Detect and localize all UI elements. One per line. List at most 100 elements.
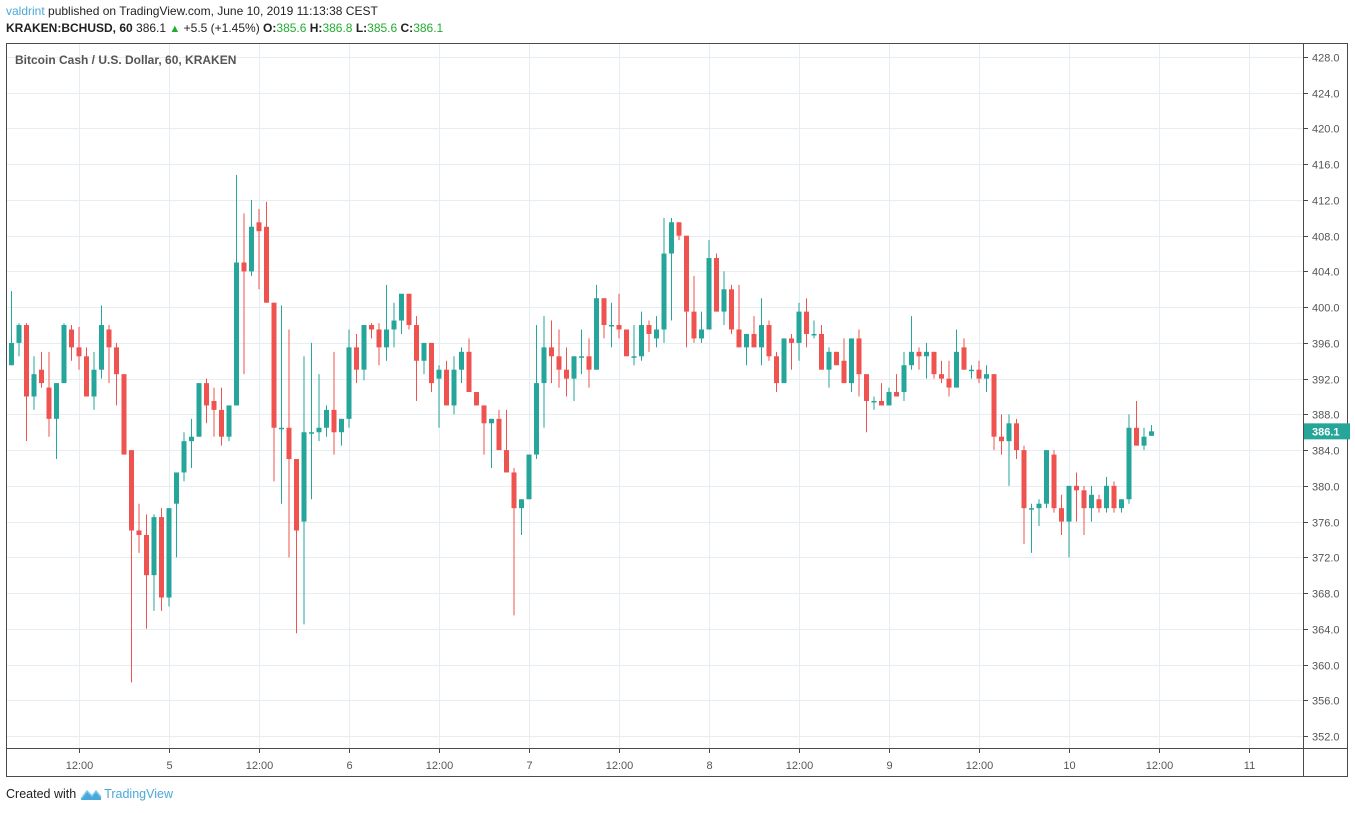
chart-title: Bitcoin Cash / U.S. Dollar, 60, KRAKEN [15,53,236,67]
candle [789,338,794,343]
price-tick-label: 400.0 [1312,303,1340,315]
candle [189,436,194,442]
candle [1044,450,1049,504]
time-tick-label: 12:00 [246,760,274,772]
candle [751,333,757,348]
candle [1096,499,1102,509]
candle [121,374,127,455]
candle [466,351,472,393]
candle [699,329,704,339]
candle [691,311,697,339]
candle [1081,490,1087,509]
price-tick-label: 412.0 [1312,196,1340,208]
candle [931,351,937,375]
candle [616,325,622,330]
candle [1149,431,1154,436]
candle [399,293,404,321]
candle [136,530,142,535]
candle [384,329,389,348]
candle [54,383,59,419]
candle [781,338,787,384]
time-tick-label: 10 [1063,760,1075,772]
tradingview-brand: TradingView [104,787,173,801]
candle [181,441,187,473]
price-tick-label: 380.0 [1312,482,1340,494]
candle [391,320,397,330]
candle [271,302,277,428]
current-price-tag: 386.1 [1304,423,1350,440]
candle [84,356,89,397]
candle [1014,423,1019,451]
price-tick-label: 356.0 [1312,696,1340,708]
candle [316,427,322,433]
symbol-line: KRAKEN:BCHUSD, 60 386.1 ▲ +5.5 (+1.45%) … [6,21,443,35]
tradingview-brand-link[interactable]: TradingView [80,787,173,801]
candle [729,289,734,330]
candle [361,325,367,370]
candle [166,508,172,598]
candle [46,387,52,419]
time-tick-label: 12:00 [66,760,94,772]
candle [9,342,14,366]
candle [1126,427,1132,500]
candle [234,262,239,406]
candle [159,517,164,598]
candle [556,356,562,370]
candle [939,374,944,379]
candle [834,351,839,366]
candle [489,418,494,424]
candle [1141,436,1147,446]
candle [1036,503,1042,509]
candle [946,378,952,388]
high-value: 386.8 [322,21,353,35]
price-tick-label: 408.0 [1312,232,1340,244]
candle [744,333,749,348]
candle [331,409,337,433]
candle [706,258,712,330]
candle [301,432,307,522]
high-label: H: [309,21,323,35]
footer: Created with TradingView [6,787,173,801]
symbol-label: KRAKEN:BCHUSD, 60 [6,21,133,35]
price-axis[interactable]: 428.0 424.0 420.0 416.0 412.0 408.0 404.0 400.0… [1303,53,1340,744]
candle [324,409,329,428]
candle [496,418,502,451]
candle [354,347,359,370]
candle [849,338,854,384]
price-tick-label: 388.0 [1312,410,1340,422]
candle [511,472,517,509]
candle [256,222,262,232]
candle [811,333,817,336]
chart-grid [7,44,1303,748]
candle [549,347,554,357]
low-value: 385.6 [367,21,398,35]
candle [451,369,457,406]
candle [856,338,862,375]
candle [459,351,464,370]
time-tick-label: 12:00 [426,760,454,772]
candle [339,418,344,433]
candle [594,298,599,370]
candle [646,325,652,334]
candle [901,365,907,393]
close-label: C: [400,21,414,35]
time-tick-label: 9 [886,760,892,772]
time-tick-label: 12:00 [606,760,634,772]
publish-line: valdrint published on TradingView.com, J… [6,4,378,18]
candle [1119,499,1124,509]
candle [624,329,629,357]
candle [796,311,802,343]
candle [1059,508,1064,522]
candle [346,347,352,419]
candle [474,392,479,406]
candle [841,360,847,384]
candle [24,325,29,397]
price-tick-label: 372.0 [1312,553,1340,565]
last-price: 386.1 [136,21,167,35]
candle [309,432,314,434]
candle [1111,485,1117,509]
publisher-link[interactable]: valdrint [6,4,45,18]
time-axis[interactable]: 12:00 5 12:00 6 12:00 7 12:00 8 12:00 9 12:00 10 12:… [66,748,1255,772]
candle [714,258,719,312]
